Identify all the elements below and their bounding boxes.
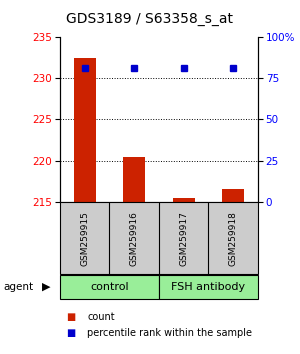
Text: ■: ■ xyxy=(66,312,75,322)
Bar xyxy=(159,275,258,299)
Bar xyxy=(123,156,146,202)
Text: FSH antibody: FSH antibody xyxy=(171,282,246,292)
Bar xyxy=(172,198,195,202)
Text: GSM259915: GSM259915 xyxy=(80,211,89,266)
Text: ▶: ▶ xyxy=(42,282,51,292)
Text: percentile rank within the sample: percentile rank within the sample xyxy=(87,328,252,338)
Text: GDS3189 / S63358_s_at: GDS3189 / S63358_s_at xyxy=(67,12,233,27)
Text: GSM259917: GSM259917 xyxy=(179,211,188,266)
Text: ■: ■ xyxy=(66,328,75,338)
Text: count: count xyxy=(87,312,115,322)
Bar xyxy=(222,189,244,202)
Bar xyxy=(60,275,159,299)
Text: GSM259916: GSM259916 xyxy=(130,211,139,266)
Text: control: control xyxy=(90,282,129,292)
Text: agent: agent xyxy=(3,282,33,292)
Text: GSM259918: GSM259918 xyxy=(229,211,238,266)
Bar xyxy=(74,58,96,202)
